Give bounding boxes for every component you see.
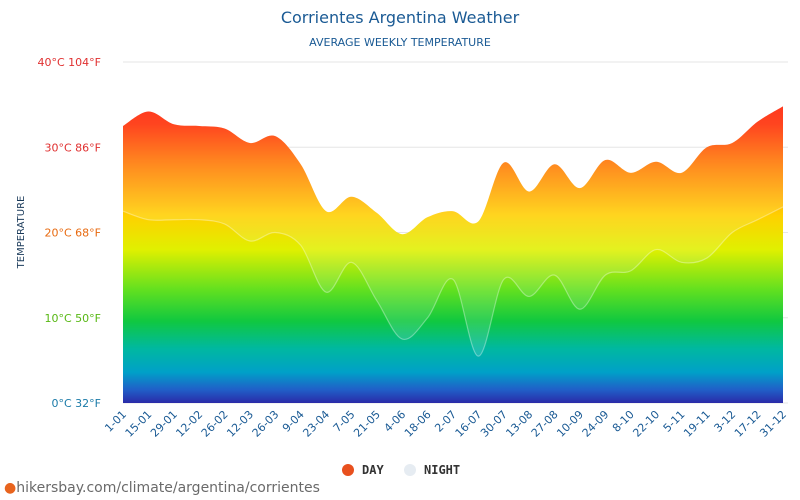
legend-night-marker bbox=[404, 464, 416, 476]
y-tick-label: 40°C 104°F bbox=[38, 56, 102, 69]
y-axis-labels: 40°C 104°F 30°C 86°F 20°C 68°F 10°C 50°F 0°C… bbox=[38, 56, 102, 410]
legend: DAY NIGHT bbox=[342, 463, 460, 477]
x-tick-label: 21-05 bbox=[351, 408, 383, 440]
x-tick-label: 30-07 bbox=[478, 408, 510, 440]
x-tick-label: 16-07 bbox=[453, 408, 485, 440]
y-axis-title: TEMPERATURE bbox=[16, 196, 27, 270]
chart-title: Corrientes Argentina Weather bbox=[281, 8, 520, 27]
x-tick-label: 26-03 bbox=[250, 408, 282, 440]
x-tick-label: 15-01 bbox=[123, 408, 155, 440]
x-tick-label: 19-11 bbox=[681, 408, 713, 440]
x-tick-label: 18-06 bbox=[402, 408, 434, 440]
x-tick-label: 27-08 bbox=[529, 408, 561, 440]
x-tick-label: 26-02 bbox=[199, 408, 231, 440]
x-tick-label: 12-02 bbox=[173, 408, 205, 440]
x-tick-label: 22-10 bbox=[630, 408, 662, 440]
legend-day-label: DAY bbox=[362, 463, 384, 477]
source-text: hikersbay.com/climate/argentina/corrient… bbox=[16, 480, 320, 496]
y-tick-label: 30°C 86°F bbox=[45, 141, 102, 154]
x-tick-label: 29-01 bbox=[148, 408, 180, 440]
x-tick-label: 12-03 bbox=[224, 408, 256, 440]
y-tick-label: 10°C 50°F bbox=[45, 312, 102, 325]
x-tick-label: 31-12 bbox=[757, 408, 789, 440]
x-tick-label: 17-12 bbox=[732, 408, 764, 440]
x-tick-label: 10-09 bbox=[554, 408, 586, 440]
source-link[interactable]: ●hikersbay.com/climate/argentina/corrien… bbox=[4, 480, 320, 496]
chart-subtitle: AVERAGE WEEKLY TEMPERATURE bbox=[309, 36, 491, 49]
x-tick-label: 23-04 bbox=[300, 408, 332, 440]
day-temperature-area bbox=[123, 106, 783, 403]
y-tick-label: 20°C 68°F bbox=[45, 227, 102, 240]
y-tick-label: 0°C 32°F bbox=[52, 397, 102, 410]
legend-night-label: NIGHT bbox=[424, 463, 460, 477]
night-temperature-line bbox=[122, 206, 784, 357]
x-tick-label: 24-09 bbox=[580, 408, 612, 440]
x-tick-label: 13-08 bbox=[503, 408, 535, 440]
night-temperature-band bbox=[123, 106, 783, 357]
location-pin-icon: ● bbox=[4, 480, 17, 496]
legend-day-marker bbox=[342, 464, 354, 476]
x-axis-labels: 1-0115-0129-0112-0226-0212-0326-039-0423… bbox=[102, 408, 789, 440]
